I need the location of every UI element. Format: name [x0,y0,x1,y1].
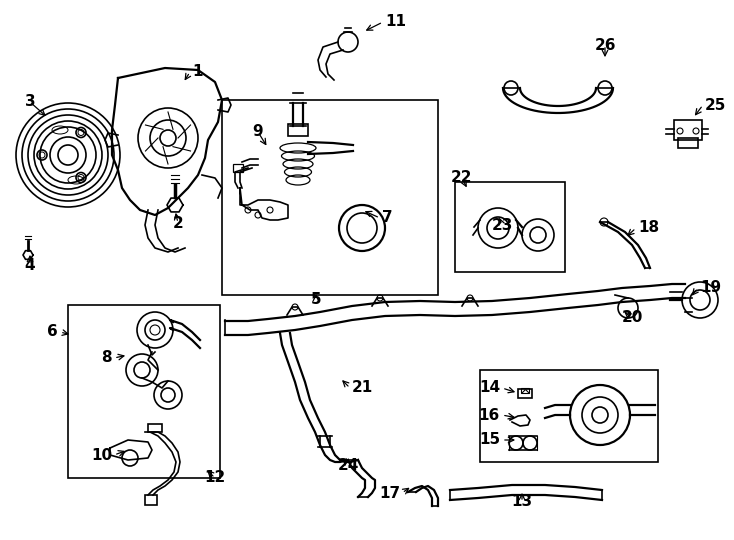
Bar [678,138,698,148]
Bar [518,389,532,398]
Text: 24: 24 [338,457,359,472]
Text: 7: 7 [382,211,393,226]
Bar [68,305,220,478]
Bar [455,182,565,272]
Text: 22: 22 [451,171,473,186]
Bar [222,100,438,295]
Text: 19: 19 [700,280,721,295]
Bar [148,424,162,432]
Bar [480,370,658,462]
Bar [674,120,702,140]
Text: 2: 2 [172,215,184,231]
Text: 21: 21 [352,381,374,395]
Text: 1: 1 [192,64,203,79]
Text: 15: 15 [479,433,500,448]
Text: 3: 3 [25,94,35,110]
Text: 23: 23 [491,218,512,233]
Text: 5: 5 [310,293,321,307]
Bar [145,495,157,505]
Bar [521,388,529,393]
Text: 25: 25 [705,98,727,112]
Text: 14: 14 [479,381,500,395]
Text: 18: 18 [638,220,659,235]
Text: 10: 10 [91,448,112,462]
Text: 20: 20 [621,310,643,326]
Text: 11: 11 [385,15,406,30]
Text: 13: 13 [512,495,533,510]
Bar [233,164,243,172]
Text: 12: 12 [204,470,225,485]
Text: 4: 4 [25,258,35,273]
Text: 9: 9 [252,125,264,139]
Text: 17: 17 [379,485,400,501]
Text: 6: 6 [47,325,58,340]
Text: 26: 26 [595,37,616,52]
Text: 8: 8 [101,350,112,366]
Text: 16: 16 [479,408,500,422]
Bar [288,124,308,136]
